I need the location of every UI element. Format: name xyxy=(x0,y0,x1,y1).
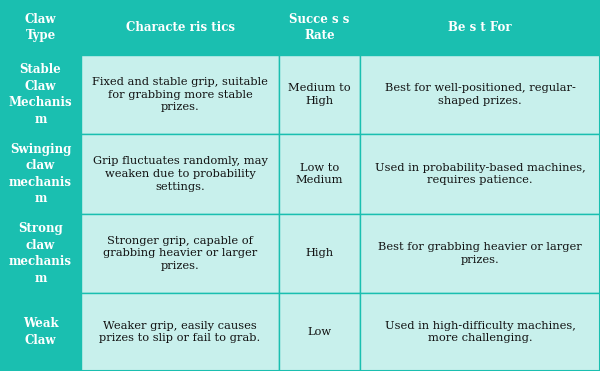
Bar xyxy=(0,293,81,371)
Bar xyxy=(360,293,600,371)
Bar xyxy=(81,293,279,371)
Bar xyxy=(360,134,600,214)
Bar xyxy=(279,0,360,55)
Text: Best for well-positioned, regular-
shaped prizes.: Best for well-positioned, regular- shape… xyxy=(385,83,575,106)
Text: Low to
Medium: Low to Medium xyxy=(296,162,343,186)
Bar xyxy=(360,0,600,55)
Text: Stronger grip, capable of
grabbing heavier or larger
prizes.: Stronger grip, capable of grabbing heavi… xyxy=(103,236,257,271)
Bar xyxy=(279,55,360,134)
Text: Used in high-difficulty machines,
more challenging.: Used in high-difficulty machines, more c… xyxy=(385,321,575,344)
Bar xyxy=(279,134,360,214)
Text: Fixed and stable grip, suitable
for grabbing more stable
prizes.: Fixed and stable grip, suitable for grab… xyxy=(92,77,268,112)
Bar xyxy=(81,134,279,214)
Text: Weaker grip, easily causes
prizes to slip or fail to grab.: Weaker grip, easily causes prizes to sli… xyxy=(100,321,260,344)
Text: Grip fluctuates randomly, may
weaken due to probability
settings.: Grip fluctuates randomly, may weaken due… xyxy=(92,156,268,192)
Bar xyxy=(279,214,360,293)
Bar xyxy=(0,55,81,134)
Bar xyxy=(81,214,279,293)
Bar xyxy=(360,55,600,134)
Bar xyxy=(81,55,279,134)
Text: Claw
Type: Claw Type xyxy=(25,13,56,42)
Text: Swinging
claw
mechanis
m: Swinging claw mechanis m xyxy=(9,143,72,205)
Text: Low: Low xyxy=(307,327,332,337)
Bar xyxy=(0,0,81,55)
Text: Characte ris tics: Characte ris tics xyxy=(125,21,235,34)
Text: High: High xyxy=(305,249,334,258)
Bar xyxy=(279,293,360,371)
Bar xyxy=(0,134,81,214)
Bar xyxy=(360,214,600,293)
Text: Weak
Claw: Weak Claw xyxy=(23,317,58,347)
Text: Stable
Claw
Mechanis
m: Stable Claw Mechanis m xyxy=(8,63,73,126)
Bar xyxy=(81,0,279,55)
Text: Used in probability-based machines,
requires patience.: Used in probability-based machines, requ… xyxy=(374,162,586,186)
Text: Be s t For: Be s t For xyxy=(448,21,512,34)
Text: Strong
claw
mechanis
m: Strong claw mechanis m xyxy=(9,222,72,285)
Text: Best for grabbing heavier or larger
prizes.: Best for grabbing heavier or larger priz… xyxy=(378,242,582,265)
Text: Succe s s
Rate: Succe s s Rate xyxy=(289,13,350,42)
Text: Medium to
High: Medium to High xyxy=(288,83,351,106)
Bar xyxy=(0,214,81,293)
